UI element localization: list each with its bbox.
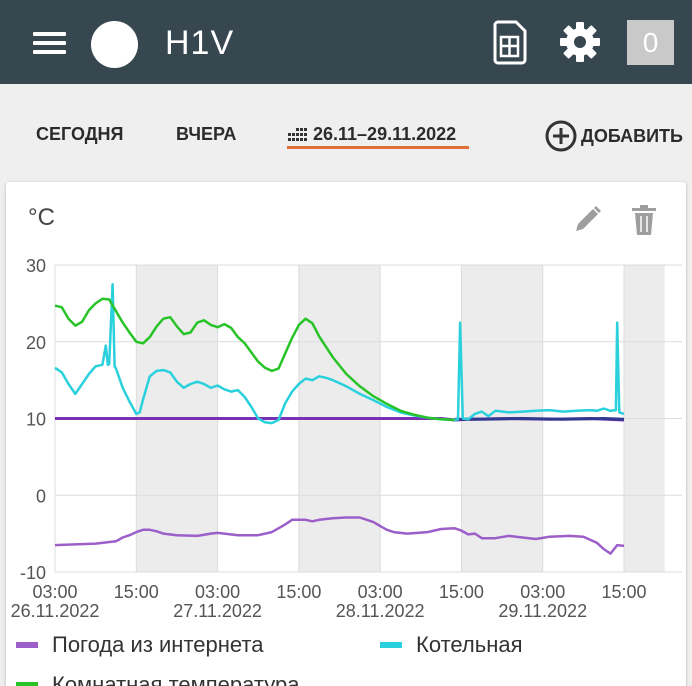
unit-label: °C <box>28 204 55 231</box>
x-tick-time: 15:00 <box>439 582 484 602</box>
gear-icon[interactable] <box>558 20 602 64</box>
plus-circle-icon <box>545 120 577 152</box>
x-tick-time: 03:00 <box>195 582 240 602</box>
x-tick-time: 03:00 <box>520 582 565 602</box>
x-tick-time: 15:00 <box>276 582 321 602</box>
legend-swatch <box>380 642 402 648</box>
tab-today[interactable]: СЕГОДНЯ <box>36 124 124 144</box>
series-line <box>454 417 625 421</box>
pencil-icon[interactable] <box>571 204 603 236</box>
x-tick-date: 29.11.2022 <box>498 601 587 621</box>
add-button-label: ДОБАВИТЬ <box>581 125 683 146</box>
series-line <box>54 282 625 425</box>
y-tick-label: 10 <box>26 410 46 430</box>
legend-item[interactable]: Комнатная температура <box>16 672 299 686</box>
legend-label: Погода из интернета <box>52 632 264 657</box>
x-tick-time: 03:00 <box>358 582 403 602</box>
legend-item[interactable]: Котельная <box>380 632 523 658</box>
add-button[interactable]: ДОБАВИТЬ <box>545 120 683 152</box>
y-tick-label: 0 <box>36 486 46 506</box>
status-dot-icon <box>91 21 138 68</box>
notification-counter[interactable]: 0 <box>627 20 674 65</box>
legend-item[interactable]: Погода из интернета <box>16 632 263 658</box>
x-tick-time: 15:00 <box>114 582 159 602</box>
tab-date-range[interactable]: 26.11–29.11.2022 <box>288 124 456 145</box>
tab-yesterday[interactable]: ВЧЕРА <box>176 124 237 144</box>
x-tick-date: 28.11.2022 <box>336 601 425 621</box>
calendar-grid-icon <box>288 128 307 142</box>
legend-label: Комнатная температура <box>52 672 300 686</box>
series-line <box>54 516 625 555</box>
device-title: H1V <box>165 24 235 62</box>
tab-date-range-label: 26.11–29.11.2022 <box>313 124 457 144</box>
hamburger-menu-icon[interactable] <box>33 32 66 54</box>
x-tick-date: 26.11.2022 <box>11 601 100 621</box>
legend-swatch <box>16 682 38 686</box>
y-tick-label: 20 <box>26 333 46 353</box>
period-tabs: СЕГОДНЯ ВЧЕРА 26.11–29.11.2022 <box>0 84 692 180</box>
series-line <box>54 297 455 422</box>
trash-icon[interactable] <box>629 204 659 236</box>
legend-swatch <box>16 642 38 648</box>
x-tick-date: 27.11.2022 <box>173 601 262 621</box>
app-bar: H1V 0 <box>0 0 692 84</box>
active-tab-indicator <box>287 146 469 149</box>
y-tick-label: 30 <box>26 256 46 276</box>
legend-label: Котельная <box>416 632 523 657</box>
x-tick-time: 15:00 <box>601 582 646 602</box>
y-tick-label: -10 <box>20 563 46 583</box>
sim-card-icon[interactable] <box>492 20 527 65</box>
x-tick-time: 03:00 <box>32 582 77 602</box>
